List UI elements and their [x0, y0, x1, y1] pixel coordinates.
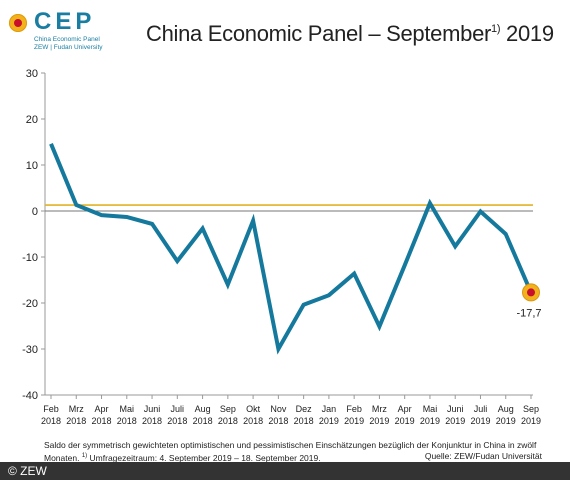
x-tick-label-year: 2019	[496, 416, 516, 426]
x-tick-label-year: 2019	[420, 416, 440, 426]
cep-logo: CEP China Economic Panel ZEW | Fudan Uni…	[6, 6, 126, 51]
y-tick-label: -30	[22, 344, 38, 356]
title-footnote-mark: 1)	[491, 23, 501, 35]
logo-subtitle-1: China Economic Panel	[34, 36, 100, 43]
x-tick-label-year: 2019	[344, 416, 364, 426]
x-tick-label-year: 2018	[41, 416, 61, 426]
x-tick-label-year: 2019	[319, 416, 339, 426]
x-tick-label-month: Sep	[523, 404, 539, 414]
x-tick-label-year: 2019	[521, 416, 541, 426]
note-footnote: Umfragezeitraum: 4. September 2019 – 18.…	[89, 452, 321, 463]
x-tick-label-month: Jan	[322, 404, 337, 414]
note-footnote-mark: 1)	[81, 453, 88, 459]
x-tick-label-month: Juli	[474, 404, 488, 414]
x-tick-label-year: 2018	[92, 416, 112, 426]
x-tick-label-month: Dez	[296, 404, 313, 414]
x-tick-label-year: 2018	[66, 416, 86, 426]
series-line	[49, 143, 533, 355]
x-axis: Feb 2018 Mrz 2018 Apr 2018 Mai 2018 Juni 2018 Juli…	[41, 394, 541, 426]
note-text: Saldo der symmetrisch gewichteten optimi…	[44, 440, 537, 463]
y-tick-label: 10	[26, 160, 38, 172]
x-tick-label-month: Mai	[423, 404, 438, 414]
logo-subtitle-2: ZEW | Fudan University	[34, 44, 103, 51]
logo-word: CEP	[34, 8, 96, 35]
x-tick-label-month: Mrz	[69, 404, 84, 414]
x-tick-label-month: Aug	[498, 404, 514, 414]
x-tick-label-year: 2018	[167, 416, 187, 426]
x-tick-label-year: 2018	[294, 416, 314, 426]
y-tick-label: -20	[22, 298, 38, 310]
x-tick-label-month: Mrz	[372, 404, 387, 414]
x-tick-label-month: Sep	[220, 404, 236, 414]
y-tick-label: -10	[22, 252, 38, 264]
x-tick-label-month: Feb	[346, 404, 362, 414]
y-axis: 30 20 10 0 -10 -20 -30 -40	[22, 68, 533, 402]
chart-note: Saldo der symmetrisch gewichteten optimi…	[44, 440, 554, 464]
last-point-marker-core	[527, 288, 535, 297]
x-tick-label-month: Mai	[120, 404, 135, 414]
x-tick-label-year: 2019	[395, 416, 415, 426]
x-tick-label-year: 2018	[268, 416, 288, 426]
x-tick-label-month: Apr	[95, 404, 109, 414]
x-tick-label-year: 2018	[243, 416, 263, 426]
y-tick-label: 0	[32, 206, 38, 218]
y-tick-label: 20	[26, 114, 38, 126]
x-tick-label-year: 2018	[142, 416, 162, 426]
x-tick-label-year: 2018	[117, 416, 137, 426]
y-tick-label: -40	[22, 390, 38, 402]
x-tick-label-year: 2019	[369, 416, 389, 426]
x-tick-label-month: Juni	[447, 404, 464, 414]
last-value-label: -17,7	[516, 307, 541, 319]
x-tick-label-year: 2019	[470, 416, 490, 426]
x-tick-label-month: Nov	[270, 404, 287, 414]
title-year: 2019	[506, 21, 554, 46]
source-label: Quelle: ZEW/Fudan Universität	[424, 451, 542, 461]
x-tick-label-year: 2018	[218, 416, 238, 426]
page-title: China Economic Panel – September1) 2019	[146, 21, 554, 47]
title-text: China Economic Panel – September	[146, 21, 492, 46]
x-tick-label-month: Apr	[398, 404, 412, 414]
x-tick-label-year: 2018	[193, 416, 213, 426]
x-tick-label-year: 2019	[445, 416, 465, 426]
x-tick-label-month: Juli	[171, 404, 185, 414]
x-tick-label-month: Feb	[43, 404, 59, 414]
x-tick-label-month: Okt	[246, 404, 261, 414]
x-tick-label-month: Aug	[195, 404, 211, 414]
x-tick-label-month: Juni	[144, 404, 161, 414]
copyright-footer: © ZEW	[0, 462, 570, 480]
cep-logo-mark-icon	[9, 14, 27, 32]
y-tick-label: 30	[26, 68, 38, 80]
series-layer: -17,7	[49, 143, 542, 355]
